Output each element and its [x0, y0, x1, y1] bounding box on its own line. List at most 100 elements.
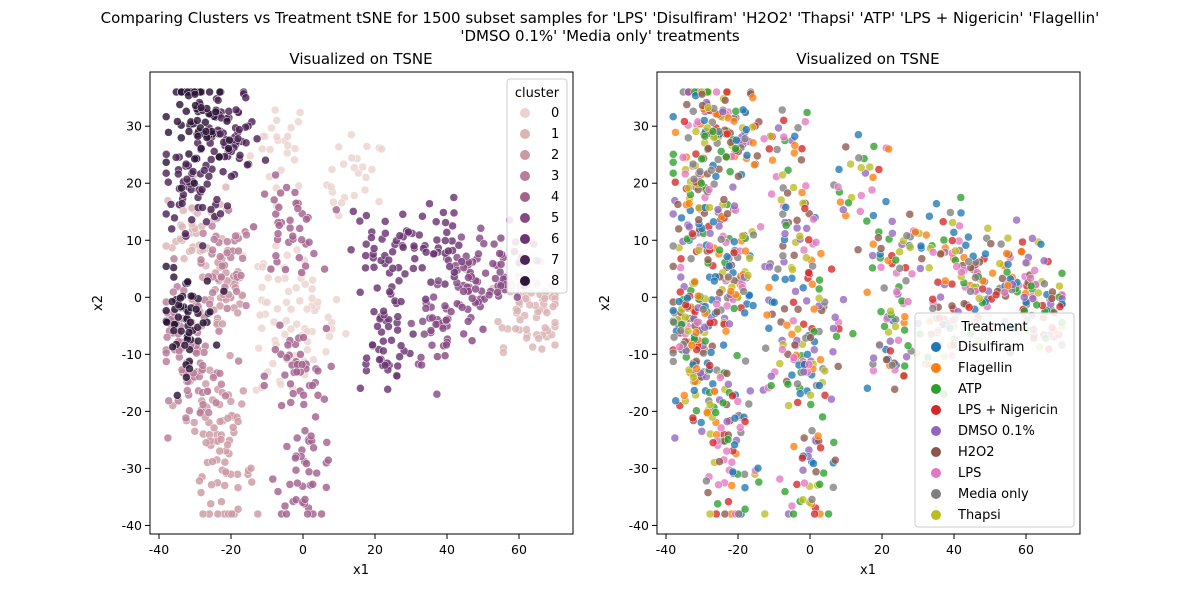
cluster-point — [241, 138, 251, 148]
treatment-point — [854, 153, 864, 163]
cluster-point — [223, 413, 233, 423]
cluster-point — [207, 480, 216, 490]
cluster-point — [296, 350, 305, 359]
cluster-point — [201, 379, 211, 389]
treatment-point — [773, 264, 783, 274]
treatment-point — [778, 345, 787, 354]
cluster-point — [182, 107, 191, 116]
cluster-point — [182, 174, 192, 184]
cluster-point — [322, 324, 331, 333]
treatment-point — [728, 467, 738, 477]
treatment-point — [710, 276, 719, 286]
cluster-point — [297, 235, 306, 245]
treatment-point — [978, 284, 987, 294]
cluster-point — [270, 105, 280, 115]
cluster-point — [238, 254, 247, 263]
cluster-point — [203, 276, 212, 286]
cluster-point — [207, 221, 217, 231]
y-tick-label: 10 — [633, 233, 649, 248]
treatment-point — [816, 355, 825, 364]
cluster-point — [252, 134, 262, 144]
treatment-point — [816, 249, 826, 258]
cluster-point — [241, 301, 251, 310]
cluster-point — [361, 251, 370, 260]
cluster-point — [260, 371, 269, 381]
cluster-point — [358, 162, 368, 172]
cluster-point — [355, 216, 365, 226]
treatment-point — [834, 165, 844, 174]
cluster-point — [273, 229, 283, 238]
cluster-point — [367, 233, 376, 242]
treatment-legend-label: H2O2 — [958, 445, 995, 460]
cluster-point — [290, 188, 300, 197]
treatment-point — [802, 253, 811, 262]
treatment-point — [995, 259, 1005, 268]
cluster-point — [198, 318, 208, 328]
cluster-point — [269, 195, 279, 205]
treatment-point — [789, 298, 798, 307]
cluster-legend-label: 0 — [551, 106, 559, 121]
treatment-point — [789, 442, 799, 451]
treatment-point — [692, 364, 701, 373]
cluster-point — [393, 312, 403, 321]
cluster-point — [246, 463, 256, 473]
treatment-point — [671, 177, 680, 187]
cluster-point — [307, 294, 317, 303]
cluster-point — [263, 273, 273, 283]
cluster-point — [387, 336, 396, 345]
cluster-point — [317, 509, 326, 519]
treatment-point — [905, 243, 915, 252]
treatment-point — [714, 480, 723, 490]
cluster-point — [221, 182, 231, 192]
treatment-point — [793, 324, 803, 334]
treatment-point — [900, 361, 909, 371]
y-tick-label: -20 — [629, 404, 649, 419]
treatment-point — [1017, 247, 1026, 256]
treatment-point — [688, 229, 697, 238]
cluster-point — [283, 132, 292, 141]
cluster-point — [283, 340, 293, 350]
treatment-point — [697, 89, 707, 99]
cluster-legend-label: 8 — [551, 274, 559, 289]
treatment-point — [833, 182, 843, 192]
cluster-point — [467, 336, 477, 345]
treatment-point — [902, 231, 912, 240]
treatment-point — [824, 509, 833, 519]
treatment-point — [676, 287, 685, 297]
cluster-legend-label: 7 — [551, 253, 559, 268]
cluster-point — [361, 239, 371, 249]
cluster-point — [418, 317, 427, 326]
cluster-point — [311, 412, 320, 422]
cluster-point — [236, 271, 246, 280]
treatment-point — [684, 183, 693, 193]
cluster-point — [285, 216, 295, 225]
treatment-legend-marker — [931, 510, 941, 520]
treatment-point — [907, 269, 917, 279]
treatment-point — [681, 312, 690, 322]
cluster-point — [407, 319, 416, 328]
cluster-point — [426, 277, 436, 287]
cluster-point — [286, 305, 296, 314]
cluster-point — [237, 399, 247, 409]
treatment-point — [1020, 292, 1029, 302]
cluster-point — [261, 155, 270, 165]
cluster-point — [190, 154, 199, 164]
cluster-point — [400, 269, 410, 279]
treatment-point — [708, 118, 717, 127]
cluster-point — [421, 304, 431, 313]
treatment-point — [887, 360, 897, 370]
y-tick-label: 10 — [126, 233, 142, 248]
treatment-point — [880, 322, 889, 331]
cluster-point — [198, 400, 208, 409]
treatment-point — [741, 356, 750, 366]
treatment-point — [988, 268, 997, 278]
treatment-point — [857, 191, 866, 200]
treatment-legend-label: LPS + Nigericin — [958, 403, 1058, 418]
treatment-point — [722, 417, 732, 426]
treatment-legend-marker — [931, 468, 941, 478]
cluster-point — [439, 208, 448, 217]
treatment-point — [955, 221, 964, 231]
treatment-point — [876, 263, 886, 272]
treatment-point — [892, 287, 901, 297]
cluster-point — [377, 144, 386, 154]
